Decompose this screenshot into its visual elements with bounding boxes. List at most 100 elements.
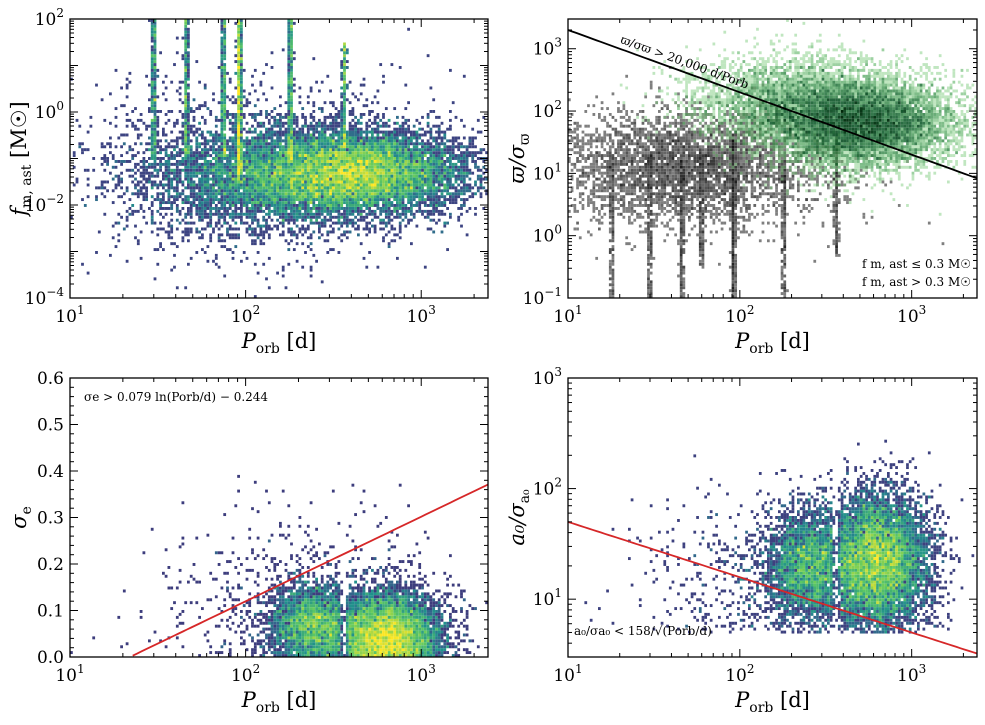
density-cell — [416, 204, 419, 207]
density-cell — [307, 245, 310, 248]
density-cell — [215, 139, 218, 142]
density-cell — [310, 184, 313, 187]
density-cell — [357, 225, 360, 228]
density-cell — [95, 195, 98, 198]
density-cell — [151, 119, 154, 122]
density-cell — [237, 43, 240, 46]
density-cell — [221, 81, 224, 84]
density-cell — [310, 216, 313, 219]
density-cell — [154, 131, 157, 134]
density-cell — [377, 172, 380, 175]
density-cell — [460, 160, 463, 163]
density-cell — [466, 184, 469, 187]
density-cell — [340, 107, 343, 110]
density-cell — [221, 57, 224, 60]
density-cell — [260, 145, 263, 148]
density-cell — [287, 75, 290, 78]
density-cell — [290, 125, 293, 128]
density-cell — [226, 95, 229, 98]
density-cell — [287, 37, 290, 40]
density-cell — [271, 210, 274, 213]
density-cell — [310, 139, 313, 142]
density-cell — [279, 116, 282, 119]
density-cell — [293, 51, 296, 54]
density-cell — [379, 213, 382, 216]
density-cell — [382, 154, 385, 157]
density-cell — [296, 154, 299, 157]
density-cell — [248, 166, 251, 169]
density-cell — [223, 37, 226, 40]
density-cell — [368, 213, 371, 216]
density-cell — [449, 172, 452, 175]
density-cell — [352, 195, 355, 198]
density-cell — [693, 160, 696, 163]
density-cell — [824, 181, 827, 184]
density-cell — [287, 57, 290, 60]
density-cell — [696, 157, 699, 160]
density-cell — [287, 92, 290, 95]
density-cell — [299, 151, 302, 154]
density-cell — [471, 137, 474, 140]
density-cell — [413, 169, 416, 172]
density-cell — [723, 181, 726, 184]
density-cell — [282, 139, 285, 142]
density-cell — [207, 260, 210, 263]
density-cell — [346, 48, 349, 51]
density-cell — [321, 198, 324, 201]
density-cell — [156, 195, 159, 198]
density-cell — [212, 134, 215, 137]
density-cell — [285, 101, 288, 104]
density-cell — [399, 181, 402, 184]
density-cell — [388, 119, 391, 122]
density-cell — [193, 192, 196, 195]
density-cell — [273, 201, 276, 204]
density-cell — [407, 178, 410, 181]
density-cell — [441, 204, 444, 207]
density-cell — [290, 181, 293, 184]
density-cell — [168, 181, 171, 184]
density-cell — [148, 142, 151, 145]
density-cell — [209, 169, 212, 172]
density-cell — [279, 213, 282, 216]
density-cell — [165, 122, 168, 125]
density-cell — [385, 189, 388, 192]
density-cell — [117, 195, 120, 198]
density-cell — [173, 169, 176, 172]
density-cell — [279, 157, 282, 160]
density-cell — [299, 134, 302, 137]
density-cell — [663, 207, 666, 210]
density-cell — [421, 198, 424, 201]
density-cell — [393, 210, 396, 213]
density-cell — [265, 151, 268, 154]
density-cell — [312, 116, 315, 119]
density-cell — [268, 178, 271, 181]
density-cell — [340, 128, 343, 131]
density-cell — [154, 63, 157, 66]
density-cell — [265, 222, 268, 225]
density-cell — [168, 195, 171, 198]
density-cell — [315, 178, 318, 181]
density-cell — [296, 242, 299, 245]
density-cell — [290, 66, 293, 69]
density-cell — [413, 213, 416, 216]
density-cell — [154, 72, 157, 75]
density-cell — [584, 125, 587, 128]
density-cell — [190, 163, 193, 166]
density-cell — [268, 122, 271, 125]
density-cell — [430, 210, 433, 213]
density-cell — [221, 204, 224, 207]
density-cell — [363, 148, 366, 151]
density-cell — [379, 160, 382, 163]
density-cell — [234, 128, 237, 131]
density-cell — [165, 148, 168, 151]
density-cell — [480, 192, 483, 195]
density-cell — [151, 122, 154, 125]
density-cell — [170, 163, 173, 166]
density-cell — [212, 260, 215, 263]
density-cell — [287, 40, 290, 43]
density-cell — [410, 166, 413, 169]
density-cell — [377, 201, 380, 204]
density-cell — [248, 139, 251, 142]
density-cell — [352, 137, 355, 140]
density-cell — [296, 210, 299, 213]
